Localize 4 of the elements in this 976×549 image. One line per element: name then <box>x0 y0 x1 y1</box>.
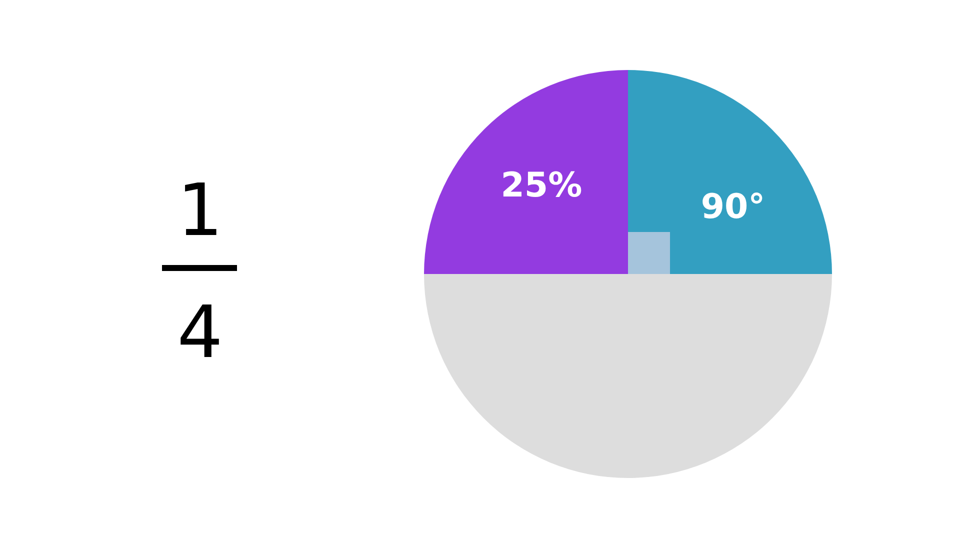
text: 4 <box>176 290 224 374</box>
data-label: 25% <box>500 165 582 206</box>
text: 1 <box>176 168 224 252</box>
text: 90° <box>700 186 766 228</box>
